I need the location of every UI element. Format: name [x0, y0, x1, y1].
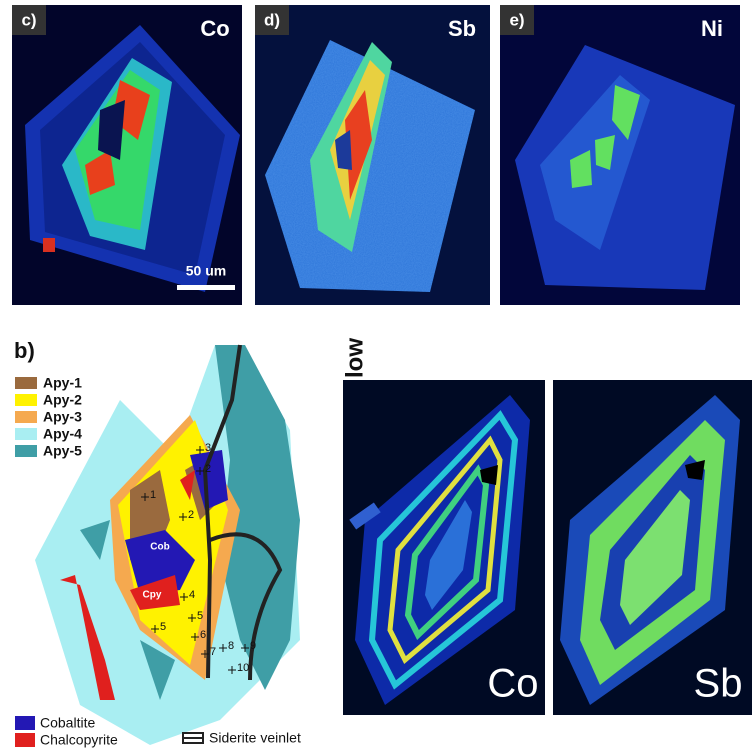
- legend-swatch: [15, 733, 35, 747]
- point-label: 9: [250, 640, 256, 652]
- point-label: 8: [228, 640, 234, 652]
- point-label: 5: [197, 610, 203, 622]
- point-label: 4: [189, 589, 195, 601]
- figure: c) Co 50 um d) Sb e) Ni Cob Cpy 32124556…: [0, 0, 752, 756]
- legend-label: Chalcopyrite: [40, 732, 118, 748]
- element-label: Sb: [694, 662, 743, 706]
- point-label: 2: [188, 509, 194, 521]
- map-label: b): [14, 338, 35, 363]
- scale-bar: 50 um: [186, 263, 226, 279]
- legend-label: Cobaltite: [40, 715, 95, 731]
- intensity-label: low: [341, 338, 368, 378]
- panel-e: e) Ni: [500, 5, 740, 305]
- point-label: 2: [205, 463, 211, 475]
- panel-d: d) Sb: [255, 5, 490, 305]
- legend-label: Apy-5: [43, 443, 82, 459]
- legend-swatch: [15, 394, 37, 406]
- legend-swatch: [15, 445, 37, 457]
- legend-swatch: [15, 428, 37, 440]
- annotation: Cpy: [143, 590, 162, 601]
- legend-label: Apy-4: [43, 426, 82, 442]
- element-label: Co: [200, 16, 229, 41]
- point-label: 7: [210, 646, 216, 658]
- panel-label: e): [509, 10, 524, 29]
- point-label: 3: [205, 442, 211, 454]
- legend-label: Apy-2: [43, 392, 82, 408]
- panel-label: c): [21, 10, 36, 29]
- element-label: Ni: [701, 16, 723, 41]
- point-label: 6: [200, 629, 206, 641]
- element-label: Co: [487, 662, 538, 706]
- point-label: 1: [150, 489, 156, 501]
- veinlet-legend: Siderite veinlet: [209, 730, 301, 746]
- zoned-sb: Sb: [553, 380, 752, 715]
- legend-swatch: [15, 377, 37, 389]
- legend-label: Apy-3: [43, 409, 82, 425]
- panel-label: d): [264, 10, 280, 29]
- annotation: Cob: [150, 542, 169, 553]
- element-label: Sb: [448, 16, 476, 41]
- zoned-co: Co: [343, 380, 545, 715]
- point-label: 10: [237, 662, 249, 674]
- legend-swatch: [15, 411, 37, 423]
- legend-swatch: [15, 716, 35, 730]
- legend-label: Apy-1: [43, 375, 82, 391]
- point-label: 5: [160, 621, 166, 633]
- panel-c: c) Co 50 um: [12, 5, 242, 305]
